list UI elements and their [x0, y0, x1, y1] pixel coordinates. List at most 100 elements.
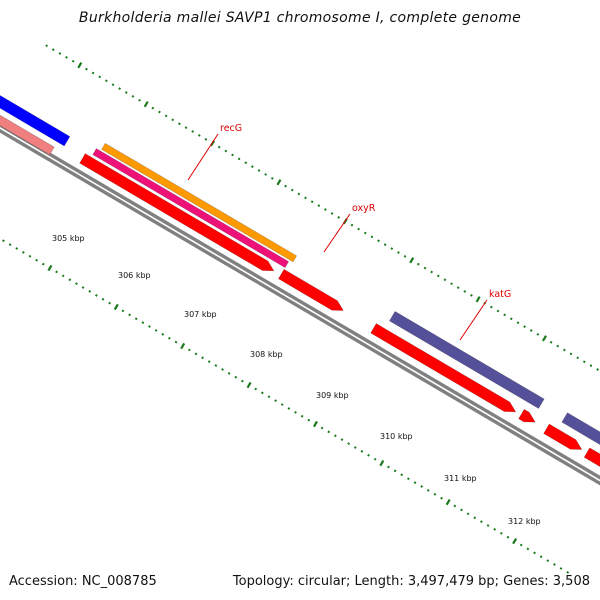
tick-mark-outer [496, 309, 500, 313]
tick-mark-inner [307, 418, 311, 422]
tick-mark-inner [480, 520, 483, 523]
tick-mark-outer [324, 208, 327, 211]
tick-mark-inner [141, 321, 145, 325]
tick-mark-inner [533, 551, 536, 555]
tick-mark-outer [456, 286, 460, 289]
tick-mark-inner [154, 329, 158, 332]
tick-mark-inner [379, 459, 385, 467]
tick-mark-outer [158, 110, 161, 114]
tick-mark-inner [180, 342, 186, 350]
tick-mark-outer [65, 56, 68, 59]
gene-features [0, 95, 600, 467]
tick-mark-outer [178, 122, 181, 126]
tick-mark-outer [330, 212, 334, 215]
tick-mark-outer [490, 305, 493, 309]
tick-mark-inner [28, 254, 32, 258]
genome-stats-text: Topology: circular; Length: 3,497,479 bp… [232, 574, 590, 589]
gene-feature-cds-edge [583, 447, 600, 467]
tick-mark-inner [387, 465, 390, 469]
tick-mark-outer [416, 262, 420, 266]
tick-mark-inner [433, 492, 437, 496]
gene-feature-purple-katG [389, 310, 545, 409]
tick-mark-outer [164, 114, 168, 118]
tick-mark-outer [390, 247, 394, 250]
tick-mark-inner [300, 414, 304, 418]
tick-mark-inner [274, 399, 277, 403]
tick-mark-inner [493, 528, 497, 531]
tick-mark-inner [320, 426, 324, 430]
tick-mark-inner [207, 360, 211, 364]
tick-label: 309 kbp [316, 391, 349, 400]
tick-mark-inner [128, 313, 131, 317]
tick-mark-outer [403, 255, 407, 258]
tick-label: 308 kbp [250, 350, 283, 359]
tick-mark-inner [353, 446, 357, 449]
tick-mark-outer [91, 71, 95, 75]
tick-mark-outer [77, 62, 83, 69]
tick-mark-outer [138, 98, 141, 102]
tick-mark-outer [436, 274, 440, 278]
tick-label: 312 kbp [508, 517, 541, 526]
tick-mark-inner [108, 301, 112, 305]
tick-mark-inner [287, 407, 291, 410]
tick-mark-outer [549, 340, 553, 344]
tick-mark-inner [546, 559, 550, 562]
tick-mark-inner [473, 516, 477, 520]
tick-mark-inner [234, 375, 238, 379]
tick-mark-inner [426, 489, 430, 492]
tick-mark-outer [516, 321, 520, 325]
accession-text: Accession: NC_008785 [9, 574, 157, 589]
tick-mark-inner [499, 531, 503, 535]
tick-mark-outer [85, 67, 88, 71]
tick-mark-outer [383, 243, 387, 247]
tick-mark-inner [214, 364, 218, 367]
tick-mark-inner [75, 282, 78, 285]
gene-label-leader [323, 213, 351, 253]
tick-mark-inner [241, 379, 244, 383]
tick-mark-inner [407, 477, 410, 481]
tick-mark-inner [47, 264, 53, 272]
tick-mark-inner [453, 504, 457, 508]
tick-mark-outer [217, 145, 221, 149]
tick-mark-inner [312, 420, 318, 428]
tick-marks [2, 44, 599, 574]
tick-mark-outer [563, 348, 566, 352]
tick-mark-outer [503, 313, 507, 317]
labels: 305 kbp 306 kbp 307 kbp 308 kbp 309 kbp 310 k… [52, 123, 541, 526]
tick-mark-inner [553, 563, 556, 566]
gene-feature-magenta [92, 148, 289, 269]
tick-mark-outer [370, 235, 374, 239]
tick-mark-inner [420, 485, 424, 488]
tick-mark-inner [254, 387, 258, 391]
tick-mark-outer [98, 75, 102, 79]
tick-mark-inner [327, 430, 331, 434]
gene-feature-purple-right [561, 412, 600, 445]
tick-mark-outer [124, 91, 128, 94]
tick-mark-outer [251, 165, 254, 169]
tick-label: 311 kbp [444, 474, 477, 483]
tick-mark-outer [264, 173, 268, 176]
tick-mark-inner [460, 508, 463, 512]
backbone-line-inner [0, 128, 600, 486]
tick-mark-outer [589, 364, 593, 367]
tick-mark-outer [337, 215, 341, 219]
gene-feature-cds-katG [370, 323, 517, 413]
tick-mark-outer [204, 137, 208, 141]
tick-mark-inner [440, 496, 443, 500]
tick-mark-inner [88, 290, 92, 293]
tick-mark-outer [463, 290, 467, 293]
tick-mark-inner [486, 524, 490, 527]
tick-mark-inner [373, 457, 377, 461]
tick-mark-outer [470, 294, 473, 297]
tick-mark-outer [237, 157, 241, 161]
gene-label-recG: recG [220, 123, 242, 134]
tick-mark-inner [187, 348, 191, 352]
tick-mark-outer [409, 257, 415, 264]
tick-label: 305 kbp [52, 234, 85, 243]
tick-mark-inner [519, 543, 523, 547]
tick-mark-outer [71, 59, 75, 63]
tick-mark-outer [184, 126, 188, 129]
tick-mark-inner [15, 247, 19, 250]
tick-mark-inner [347, 442, 351, 445]
tick-mark-outer [290, 188, 294, 192]
